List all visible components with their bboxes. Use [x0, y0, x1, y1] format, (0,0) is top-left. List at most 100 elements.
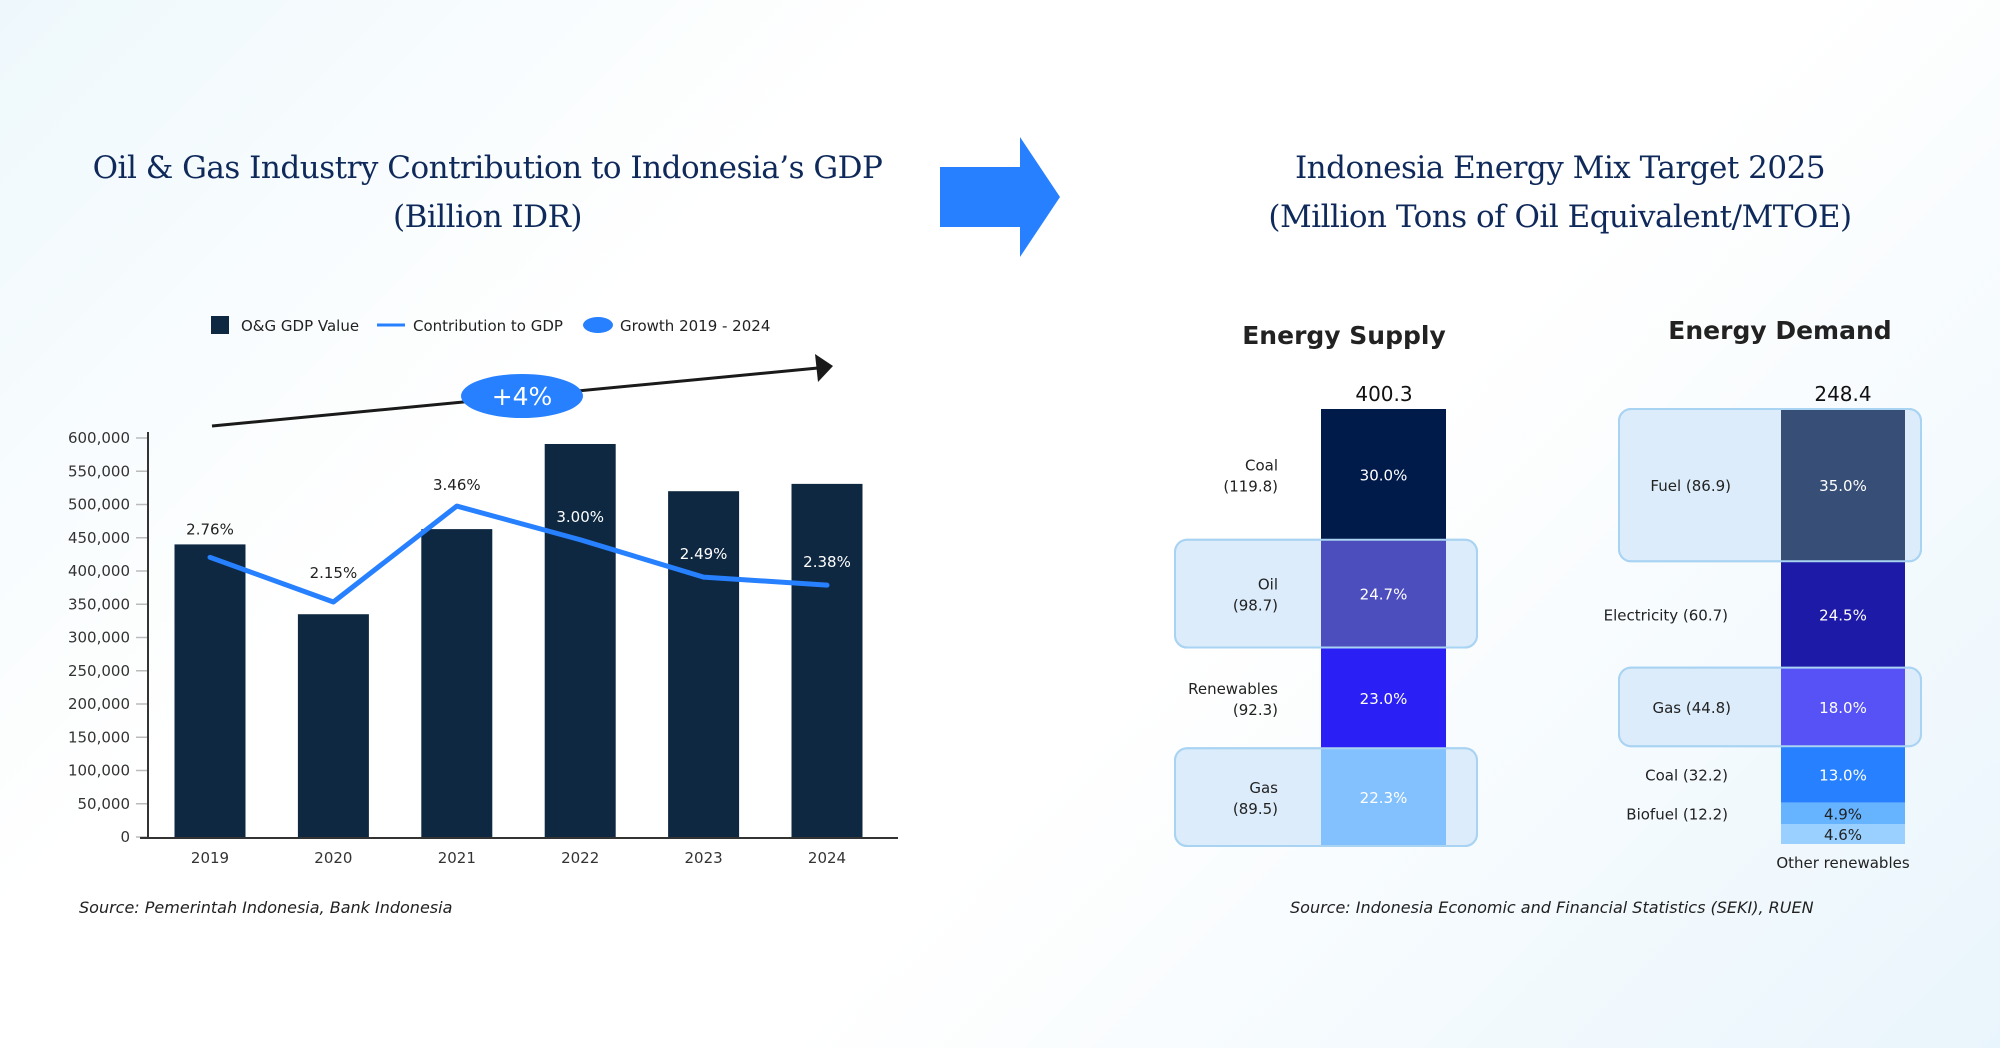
legend-bar-swatch [211, 316, 229, 334]
other-renewables-label: Other renewables [1776, 854, 1910, 872]
supply-stack [1321, 409, 1446, 846]
gdp-chart-title-line2: (Billion IDR) [392, 199, 583, 235]
supply-name-label-renewables: Renewables [1188, 680, 1278, 698]
demand-segment-coal [1781, 746, 1905, 803]
supply-segment-gas [1321, 748, 1446, 846]
y-tick-label: 250,000 [68, 662, 130, 680]
gdp-source-note: Source: Pemerintah Indonesia, Bank Indon… [79, 898, 453, 917]
energy-demand-title: Energy Demand [1668, 316, 1891, 345]
supply-value-label-renewables: (92.3) [1233, 701, 1278, 719]
demand-segment-fuel [1781, 409, 1905, 562]
gdp-chart-title: Oil & Gas Industry Contribution to Indon… [60, 144, 915, 242]
demand-name-label-electricity: Electricity (60.7) [1604, 606, 1728, 624]
y-tick-label: 200,000 [68, 695, 130, 713]
chart-legend: O&G GDP Value Contribution to GDP Growth… [211, 316, 770, 335]
energy-supply-total: 400.3 [1355, 382, 1412, 406]
supply-value-label-oil: (98.7) [1233, 597, 1278, 615]
bar-2020 [297, 614, 369, 837]
y-tick-label: 450,000 [68, 529, 130, 547]
demand-overlays [1618, 408, 1922, 748]
supply-percent-label: 23.0% [1360, 690, 1408, 708]
demand-stack [1781, 409, 1905, 844]
y-tick-label: 300,000 [68, 629, 130, 647]
energy-demand-total: 248.4 [1814, 382, 1871, 406]
demand-percent-label: 18.0% [1819, 699, 1867, 717]
supply-segment-coal [1321, 409, 1446, 540]
contribution-line [207, 503, 830, 605]
x-tick-label: 2022 [561, 849, 599, 867]
contribution-data-label: 2.49% [680, 545, 728, 563]
supply-name-label-gas: Gas [1249, 779, 1278, 797]
demand-segment-gas [1781, 667, 1905, 747]
growth-badge-text: +4% [492, 382, 553, 411]
demand-percent-label: 35.0% [1819, 477, 1867, 495]
demand-name-label-gas: Gas (44.8) [1652, 699, 1731, 717]
supply-highlight-overlay-gas [1174, 747, 1478, 848]
energy-supply-title: Energy Supply [1242, 321, 1446, 350]
bar-2021 [421, 529, 493, 837]
energy-source-note: Source: Indonesia Economic and Financial… [1290, 898, 1814, 917]
supply-overlays [1174, 538, 1478, 848]
demand-percent-label: 24.5% [1819, 606, 1867, 624]
energy-mix-title-line2: (Million Tons of Oil Equivalent/MTOE) [1268, 199, 1852, 235]
contribution-data-label: 2.15% [310, 564, 358, 582]
y-tick-label: 150,000 [68, 728, 130, 746]
y-tick-label: 550,000 [68, 462, 130, 480]
y-tick-label: 0 [120, 828, 130, 846]
contribution-data-label: 3.00% [556, 508, 604, 526]
demand-name-label-biofuel: Biofuel (12.2) [1626, 805, 1728, 823]
y-tick-label: 350,000 [68, 595, 130, 613]
demand-labels: 35.0% Fuel (86.9) 24.5% Electricity (60.7) 1… [1604, 477, 1867, 844]
x-tick-label: 2024 [808, 849, 846, 867]
contribution-data-label: 2.76% [186, 520, 234, 538]
supply-name-label-coal: Coal [1245, 456, 1278, 474]
bar-2024 [791, 483, 863, 837]
bar-2022 [544, 443, 616, 837]
x-tick-label: 2020 [314, 849, 352, 867]
supply-percent-label: 30.0% [1360, 466, 1408, 484]
bars [174, 443, 863, 837]
demand-percent-label: 13.0% [1819, 766, 1867, 784]
supply-segment-oil [1321, 539, 1446, 648]
bar-2023 [668, 491, 740, 837]
demand-segment-biofuel [1781, 802, 1905, 825]
supply-value-label-gas: (89.5) [1233, 800, 1278, 818]
growth-badge [461, 374, 583, 418]
x-axis-labels: 2019 2020 2021 2022 2023 2024 [191, 849, 846, 867]
legend-line-label: Contribution to GDP [413, 317, 563, 335]
supply-highlight-overlay-oil [1174, 538, 1478, 649]
x-tick-label: 2021 [438, 849, 476, 867]
energy-mix-title: Indonesia Energy Mix Target 2025 (Millio… [1230, 144, 1890, 242]
x-tick-label: 2019 [191, 849, 229, 867]
contribution-data-label: 2.38% [803, 553, 851, 571]
y-tick-label: 400,000 [68, 562, 130, 580]
y-tick-label: 100,000 [68, 762, 130, 780]
bar-2019 [174, 544, 246, 837]
demand-name-label-coal: Coal (32.2) [1645, 766, 1728, 784]
demand-percent-label: 4.6% [1824, 826, 1862, 844]
legend-bar-label: O&G GDP Value [241, 317, 359, 335]
energy-mix-title-line1: Indonesia Energy Mix Target 2025 [1294, 150, 1826, 186]
demand-percent-label: 4.9% [1824, 805, 1862, 823]
legend-growth-swatch [583, 317, 613, 333]
supply-percent-label: 22.3% [1360, 789, 1408, 807]
growth-annotation: +4% [211, 354, 833, 428]
growth-arrowhead-icon [815, 354, 833, 382]
contribution-data-label: 3.46% [433, 476, 481, 494]
demand-segment-electricity [1781, 561, 1905, 668]
x-tick-label: 2023 [685, 849, 723, 867]
supply-name-label-oil: Oil [1258, 576, 1278, 594]
gdp-chart-title-line1: Oil & Gas Industry Contribution to Indon… [92, 150, 883, 186]
y-tick-label: 600,000 [68, 429, 130, 447]
contribution-labels: 2.76% 2.15% 3.46% 3.00% 2.49% 2.38% [186, 476, 851, 582]
legend-growth-label: Growth 2019 - 2024 [620, 317, 770, 335]
supply-value-label-coal: (119.8) [1223, 477, 1278, 495]
demand-segment-other-renewables [1781, 824, 1905, 844]
demand-highlight-overlay-fuel [1618, 408, 1922, 563]
right-arrow-icon [940, 137, 1060, 257]
demand-name-label-fuel: Fuel (86.9) [1650, 477, 1731, 495]
supply-segment-renewables [1321, 647, 1446, 749]
